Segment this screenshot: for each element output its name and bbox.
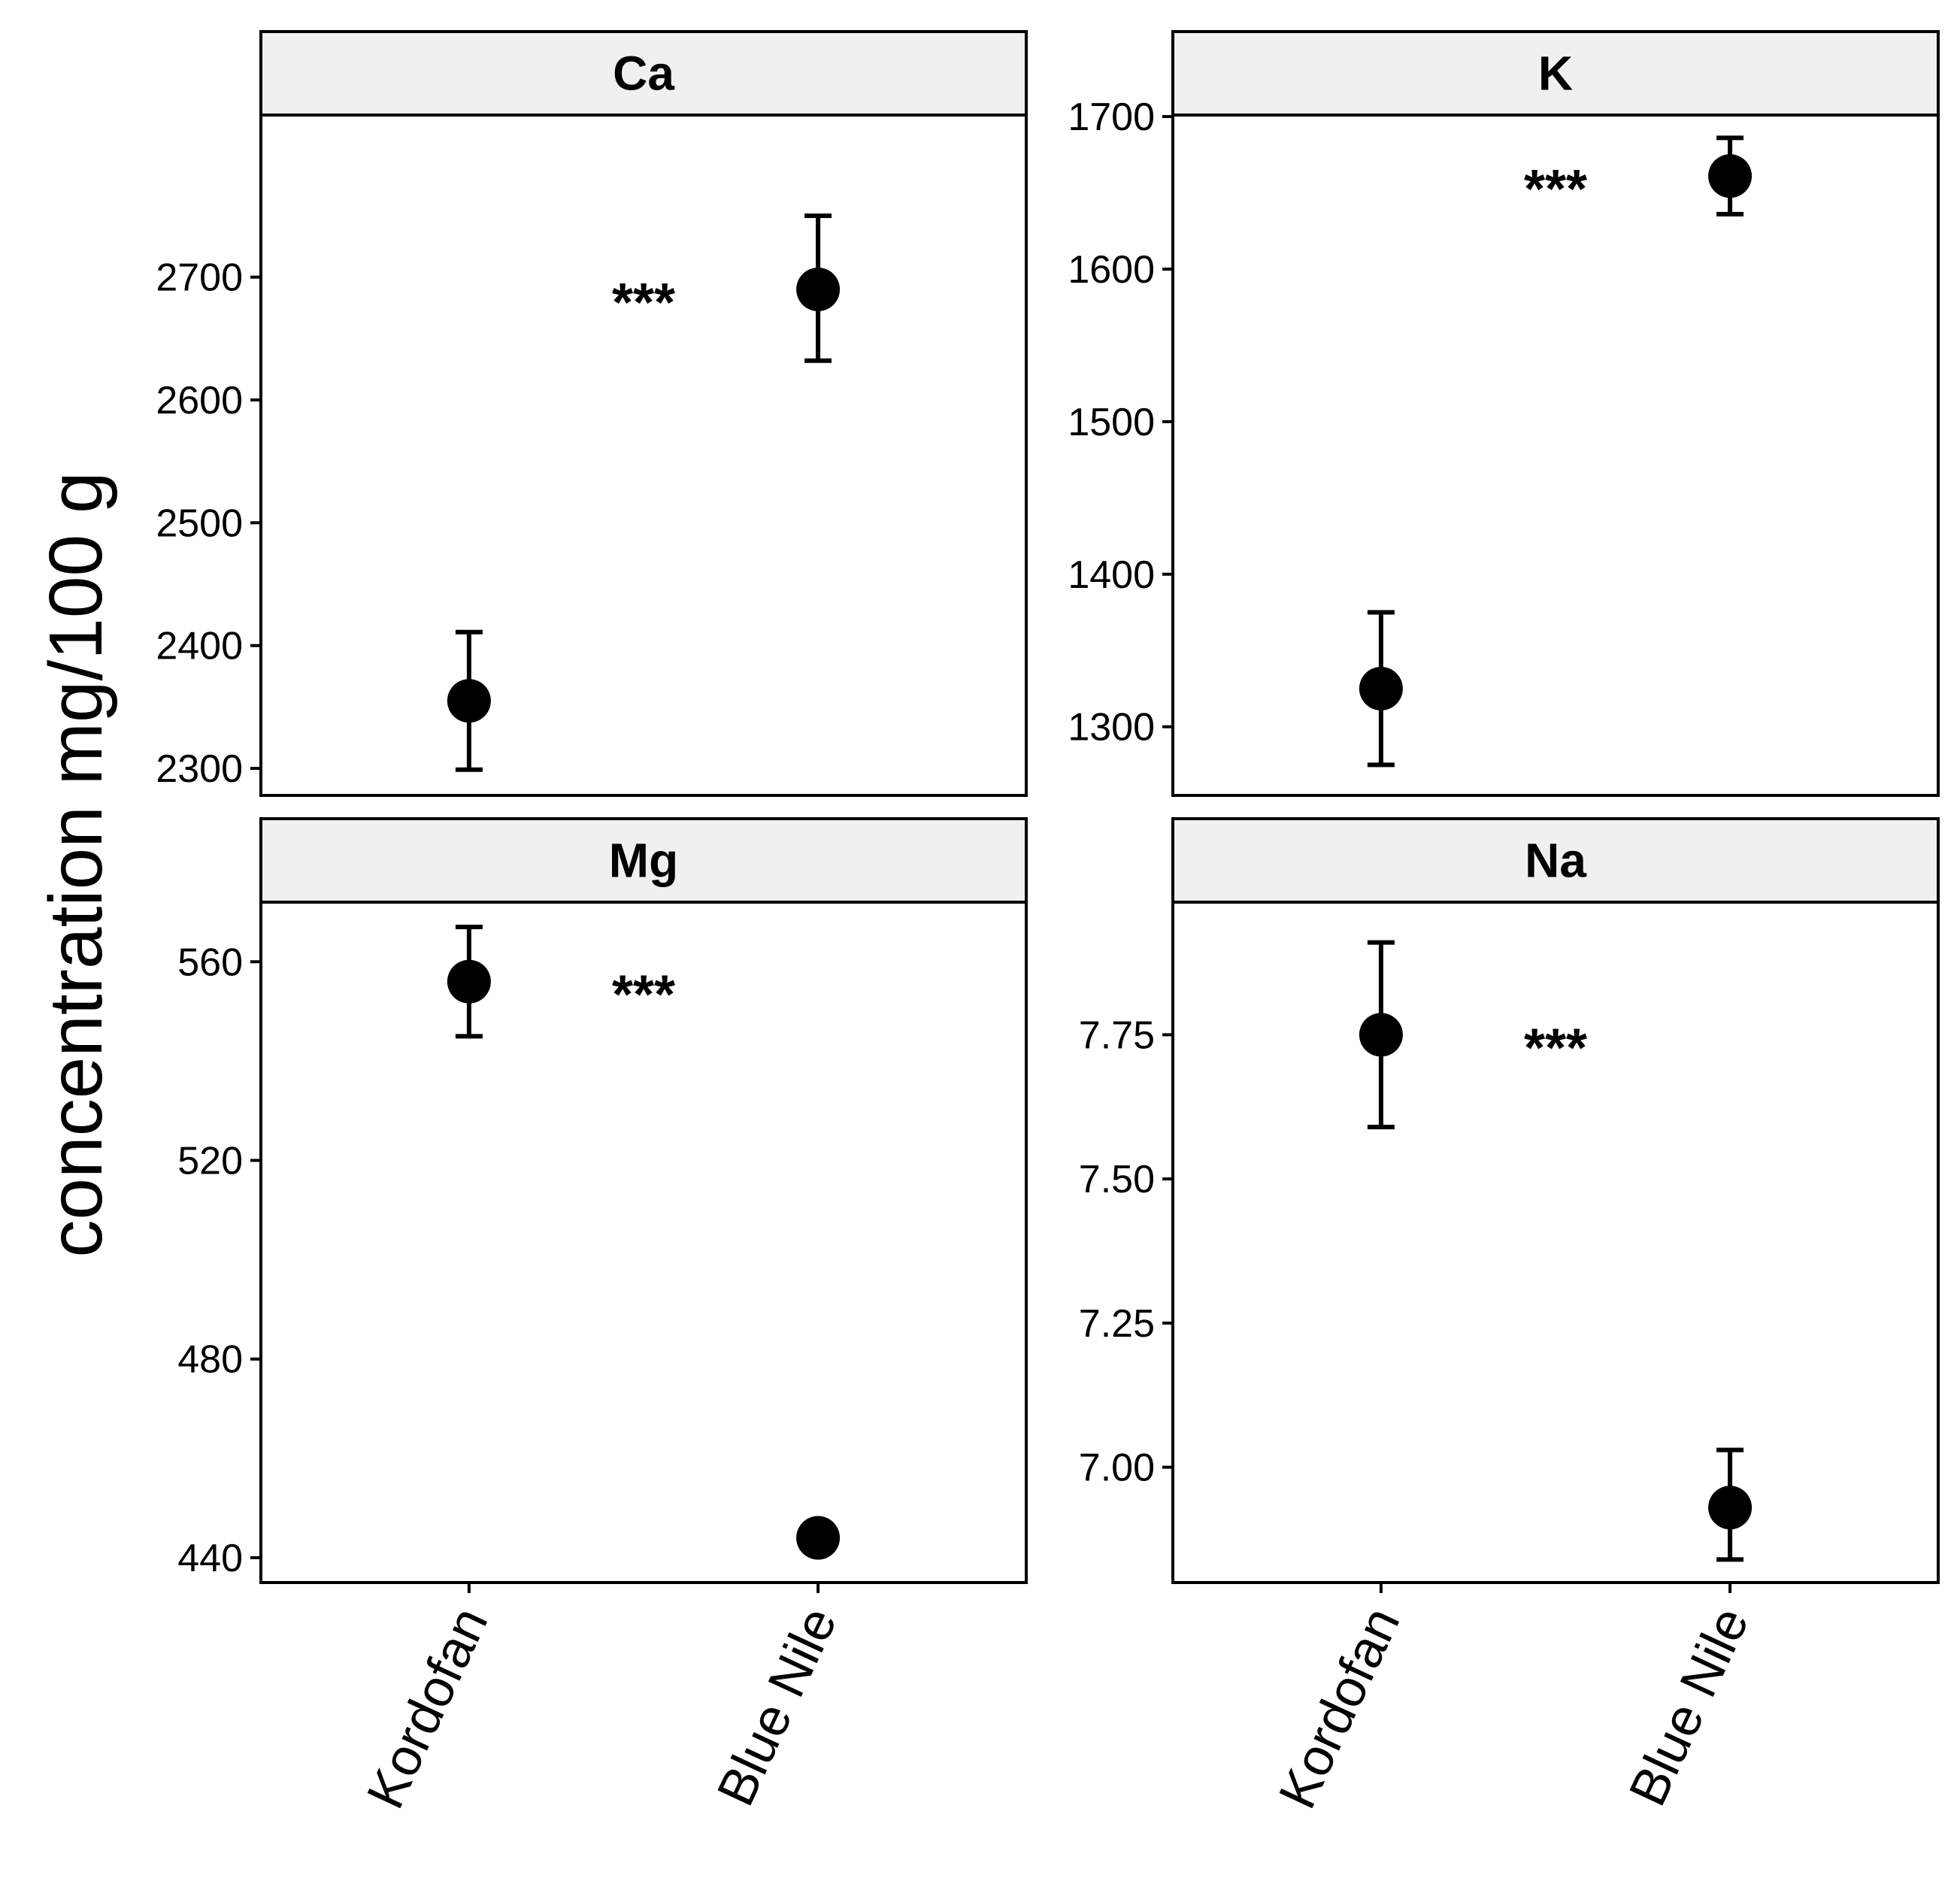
data-point-kordofan: [1359, 940, 1403, 1130]
data-point-blue-nile: [1708, 1447, 1752, 1562]
mean-marker: [1708, 1486, 1752, 1530]
plot-area: [1171, 901, 1940, 1584]
y-tick-label: 440: [177, 1537, 243, 1580]
panel-mg: Mg 440 480 520 560 Kordofan Blue Nile ***: [177, 817, 1028, 1817]
y-tick-label: 480: [177, 1338, 243, 1382]
data-point-blue-nile: [796, 213, 841, 363]
y-tick-label: 7.50: [1079, 1158, 1155, 1201]
x-tick-label: Blue Nile: [706, 1598, 848, 1814]
facet-title: K: [1538, 47, 1573, 101]
y-tick-label: 7.25: [1079, 1302, 1155, 1346]
y-axis-title: concentration mg/100 g: [34, 471, 118, 1257]
plot-area: [1171, 114, 1940, 797]
y-tick-label: 520: [177, 1140, 243, 1183]
significance-label: ***: [1524, 1018, 1587, 1078]
y-tick-label: 2300: [156, 747, 243, 791]
facet-title: Mg: [609, 834, 678, 888]
data-point-blue-nile: [796, 1516, 841, 1560]
facet-strip: [259, 817, 1028, 904]
data-point-blue-nile: [1708, 135, 1752, 217]
facet-title: Na: [1525, 834, 1586, 888]
panel-ca: Ca 2300 2400 2500 2600 2700 ***: [156, 30, 1028, 797]
mean-marker: [1359, 666, 1403, 710]
mean-marker: [1708, 154, 1752, 198]
facet-strip: [1171, 30, 1940, 117]
y-tick-label: 1600: [1068, 248, 1155, 292]
y-tick-label: 7.75: [1079, 1013, 1155, 1057]
panel-na: Na 7.00 7.25 7.50 7.75 Kordofan Blue Nile ***: [1079, 817, 1940, 1817]
mean-marker: [796, 1516, 841, 1560]
facet-strip: [259, 30, 1028, 117]
y-tick-label: 2400: [156, 625, 243, 668]
x-tick-label: Blue Nile: [1618, 1598, 1760, 1814]
mean-marker: [796, 267, 841, 311]
x-tick-label: Kordofan: [356, 1598, 499, 1816]
facet-strip: [1171, 817, 1940, 904]
significance-label: ***: [612, 965, 675, 1025]
mean-marker: [447, 679, 491, 723]
data-point-kordofan: [447, 925, 491, 1039]
mean-marker: [447, 959, 491, 1004]
plot-area: [259, 114, 1028, 797]
significance-label: ***: [612, 273, 675, 333]
y-tick-label: 1500: [1068, 401, 1155, 444]
y-tick-label: 2600: [156, 379, 243, 423]
facet-title: Ca: [613, 47, 674, 101]
data-point-kordofan: [447, 629, 491, 772]
y-tick-label: 1400: [1068, 553, 1155, 597]
mean-marker: [1359, 1013, 1403, 1057]
significance-label: ***: [1524, 159, 1587, 220]
y-tick-label: 560: [177, 940, 243, 984]
plot-area: [259, 901, 1028, 1584]
y-tick-label: 7.00: [1079, 1446, 1155, 1490]
data-point-kordofan: [1359, 610, 1403, 768]
y-tick-label: 2700: [156, 256, 243, 300]
x-tick-label: Kordofan: [1268, 1598, 1411, 1816]
y-tick-label: 2500: [156, 501, 243, 545]
y-tick-label: 1300: [1068, 706, 1155, 750]
y-tick-label: 1700: [1068, 95, 1155, 139]
panel-k: K 1300 1400 1500 1600 1700 ***: [1068, 30, 1940, 797]
